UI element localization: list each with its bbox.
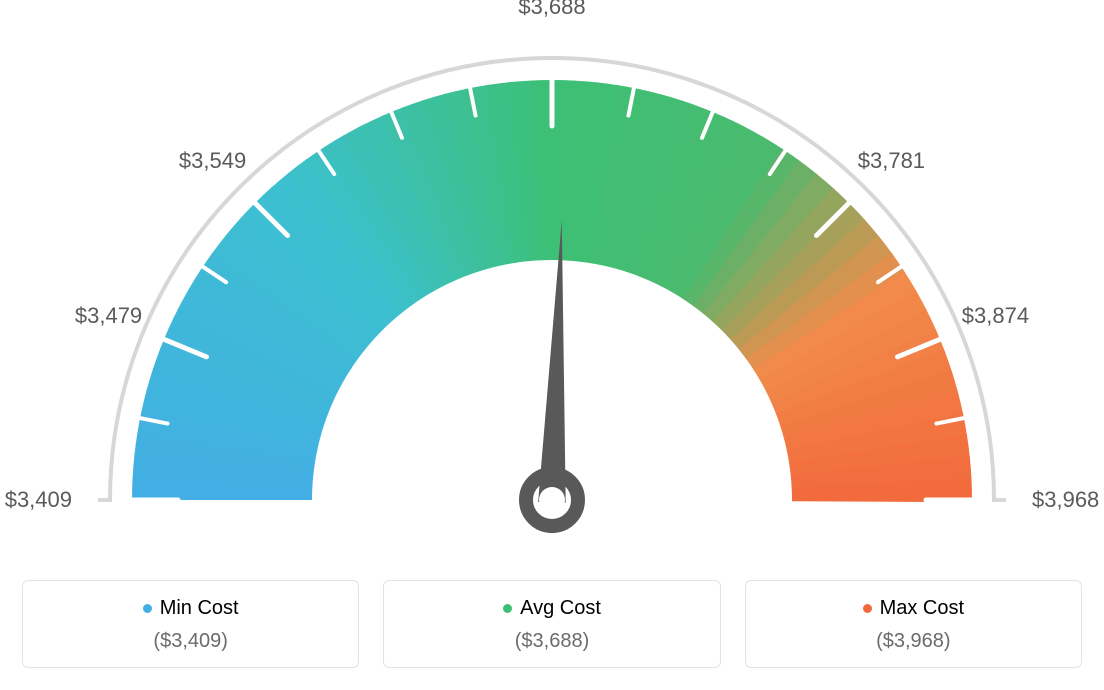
legend-max-value: ($3,968) [756, 630, 1071, 653]
dot-icon [143, 604, 152, 613]
dot-icon [863, 604, 872, 613]
gauge-tick-label: $3,781 [858, 148, 925, 174]
gauge-dial: $3,409$3,479$3,549$3,688$3,781$3,874$3,9… [22, 20, 1082, 560]
legend-min-cost: Min Cost ($3,409) [22, 580, 359, 668]
gauge-tick-label: $3,549 [179, 148, 246, 174]
legend-row: Min Cost ($3,409) Avg Cost ($3,688) Max … [22, 580, 1082, 668]
gauge-tick-label: $3,968 [1032, 487, 1099, 513]
legend-min-label: Min Cost [160, 597, 239, 619]
legend-avg-value: ($3,688) [394, 630, 709, 653]
legend-min-value: ($3,409) [33, 630, 348, 653]
gauge-tick-label: $3,409 [5, 487, 72, 513]
gauge-tick-label: $3,688 [518, 0, 585, 20]
cost-gauge-chart: $3,409$3,479$3,549$3,688$3,781$3,874$3,9… [22, 20, 1082, 668]
legend-max-label: Max Cost [880, 597, 964, 619]
gauge-tick-label: $3,479 [75, 303, 142, 329]
dot-icon [503, 604, 512, 613]
legend-avg-label: Avg Cost [520, 597, 601, 619]
gauge-tick-label: $3,874 [962, 303, 1029, 329]
legend-max-cost: Max Cost ($3,968) [745, 580, 1082, 668]
legend-avg-cost: Avg Cost ($3,688) [383, 580, 720, 668]
